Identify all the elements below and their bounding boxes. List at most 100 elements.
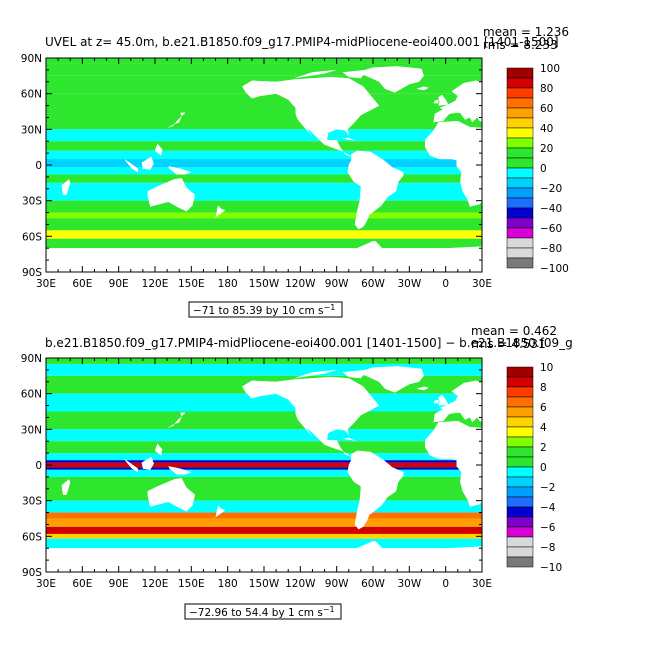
continent-13-wrap [416,386,429,391]
continent-4-wrap [433,80,482,123]
colorbar-label-9: −8 [540,542,555,554]
colorbar-box-19 [506,556,534,568]
colorbar-box-1 [506,77,534,89]
panel-1-info-main: −71 to 85.39 by 10 cm s [193,305,324,317]
field-band-9 [46,462,482,468]
colorbar-label-0: 10 [540,362,553,374]
x-tick-label-4: 150E [178,278,205,290]
panel-2-field [46,358,482,572]
panel-1-colorbar: 100 80 60 40 20 0 −20 −40 −60 −80 −100 [506,63,569,275]
panel-2-info-sup: −1 [323,605,335,614]
colorbar-label-2: 60 [540,103,553,115]
continent-1-wrap [347,150,404,230]
colorbar-box-16 [506,227,534,239]
y-tick-label-1: 60N [21,89,42,101]
colorbar-box-8 [506,147,534,159]
continent-18-wrap [294,69,337,79]
panel-1: UVEL at z= 45.0m, b.e21.B1850.f09_g17.PM… [21,25,569,318]
colorbar-label-1: 8 [540,382,547,394]
x-tick-label-9: 60W [361,278,385,290]
y-tick-label-3: 0 [35,160,42,172]
panel-2-colorbar: 10 8 6 4 2 0 −2 −4 −6 −8 −10 [506,362,562,574]
colorbar-label-8: −6 [540,522,556,534]
colorbar-box-12 [506,187,534,199]
x-tick-label-11: 0 [442,278,449,290]
continent-17-wrap [342,69,367,79]
panel-1-title: UVEL at z= 45.0m, b.e21.B1850.f09_g17.PM… [45,35,559,49]
field-band-12 [46,476,482,501]
continent-3-wrap [425,421,482,507]
continent-16-wrap [342,437,356,442]
field-band-1 [46,363,482,376]
continent-11-wrap [438,94,449,106]
continent-0-wrap [242,377,380,457]
y-tick-label-4: 30S [22,196,42,208]
colorbar-box-2 [506,87,534,99]
continent-0-wrap [242,77,380,157]
field-band-7 [46,453,482,461]
x-tick-label-1: 60E [72,278,92,290]
panel-1-rms: rms = 8.233 [483,38,558,52]
continent-2-wrap [357,66,424,93]
panel-2-info-main: −72.96 to 54.4 by 1 cm s [189,607,323,619]
continent-6-wrap [124,459,138,473]
field-band-16 [46,526,482,534]
y-tick-label-0: 90N [21,353,42,365]
continent-18-wrap [294,369,337,379]
x-tick-label-5: 180 [218,578,238,590]
continent-5-wrap [147,178,195,212]
x-tick-label-12: 30E [472,578,492,590]
colorbar-label-5: 0 [540,163,547,175]
y-tick-label-2: 30N [21,424,42,436]
continent-6-wrap [124,159,138,173]
x-tick-label-4: 150E [178,578,205,590]
colorbar-box-11 [506,177,534,189]
colorbar-box-7 [506,436,534,448]
y-tick-label-4: 30S [22,496,42,508]
continent-7-wrap [141,156,154,170]
y-tick-label-6: 90S [22,267,42,279]
colorbar-label-7: −4 [540,502,556,514]
field-band-16 [46,238,482,249]
colorbar-box-8 [506,446,534,458]
colorbar-box-11 [506,476,534,488]
colorbar-box-1 [506,376,534,388]
continent-11-wrap [438,394,449,406]
field-band-3 [46,393,482,412]
x-tick-label-2: 90E [109,578,129,590]
x-tick-label-3: 120E [142,578,169,590]
continent-14-wrap [211,505,226,520]
continent-1-wrap [347,450,404,530]
colorbar-box-10 [506,167,534,179]
x-tick-label-5: 180 [218,278,238,290]
continent-5-wrap [147,478,195,512]
panel-2-info-box [184,603,342,620]
colorbar-box-19 [506,257,534,269]
x-tick-label-0: 30E [36,278,56,290]
colorbar-box-10 [506,466,534,478]
x-tick-label-6: 150W [249,278,280,290]
colorbar-box-7 [506,137,534,149]
panel-1-info-text: −71 to 85.39 by 10 cm s−1 [193,303,335,317]
field-band-13 [46,212,482,219]
colorbar-box-2 [506,386,534,398]
panel-1-frame [45,57,483,273]
continent-3-wrap [425,121,482,207]
colorbar-label-6: −20 [540,183,562,195]
colorbar-box-15 [506,516,534,528]
colorbar-box-9 [506,157,534,169]
colorbar-box-18 [506,247,534,259]
field-band-7 [46,150,482,160]
y-tick-label-5: 60S [22,531,42,543]
colorbar-box-18 [506,546,534,558]
x-tick-label-11: 0 [442,578,449,590]
x-tick-label-7: 120W [285,578,316,590]
continent-9-wrap [167,112,186,129]
field-band-8 [46,460,482,463]
panel-1-mean: mean = 1.236 [483,25,569,39]
field-band-12 [46,200,482,213]
continent-8-wrap [168,166,192,175]
colorbar-box-16 [506,526,534,538]
x-tick-label-2: 90E [109,278,129,290]
panel-2-rms: rms = 4.531 [471,337,546,351]
